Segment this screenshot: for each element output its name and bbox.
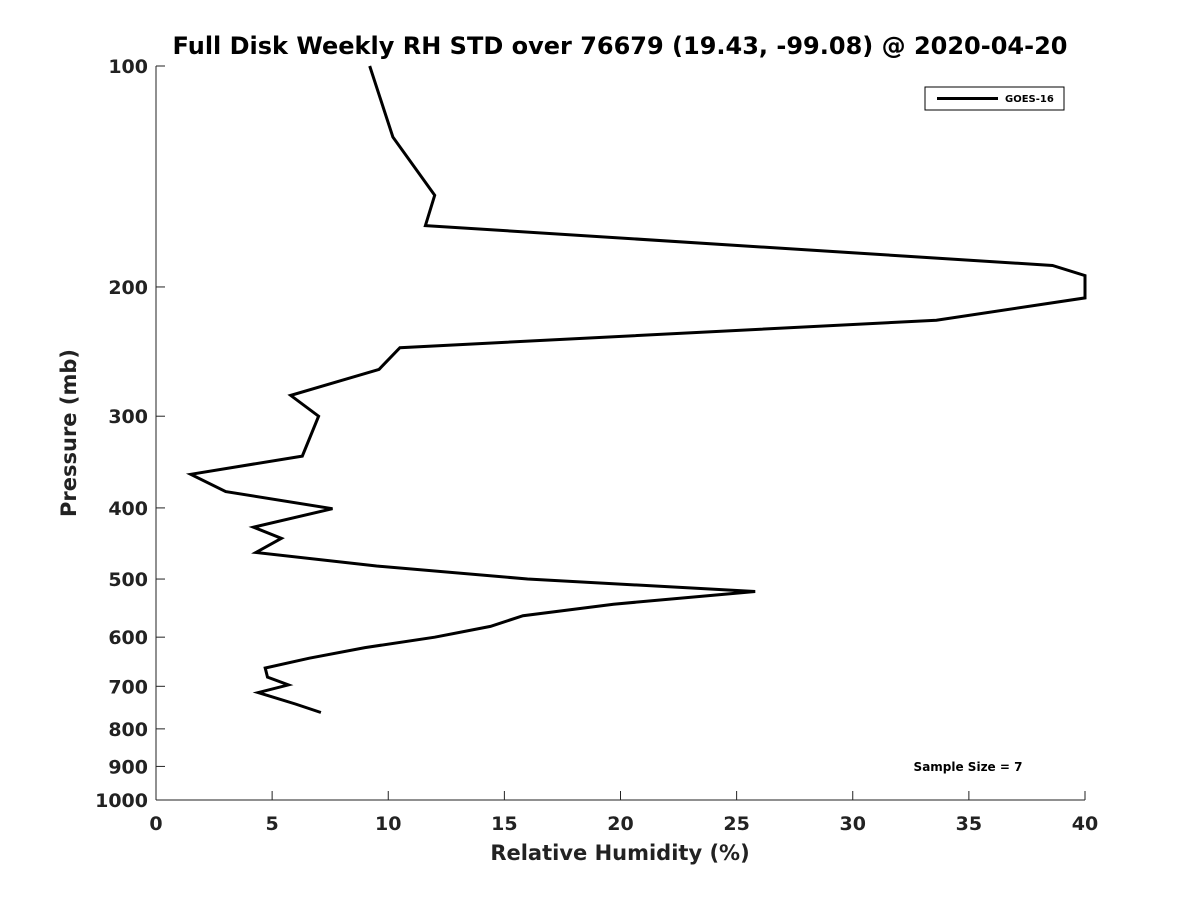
y-tick-label: 100 bbox=[108, 56, 148, 78]
y-axis-ticks: 100 200 300 400 500 600 700 800 900 1000 bbox=[95, 56, 165, 812]
y-tick-label: 700 bbox=[108, 676, 148, 698]
series-line-goes-16 bbox=[185, 65, 1087, 714]
x-tick-label: 30 bbox=[840, 813, 866, 835]
chart-title: Full Disk Weekly RH STD over 76679 (19.4… bbox=[173, 32, 1068, 60]
y-tick-label: 600 bbox=[108, 627, 148, 649]
x-tick-label: 20 bbox=[607, 813, 633, 835]
y-tick-label: 300 bbox=[108, 406, 148, 428]
legend-label-goes-16: GOES-16 bbox=[1005, 94, 1054, 105]
series-group bbox=[185, 65, 1087, 714]
y-tick-label: 900 bbox=[108, 756, 148, 778]
y-tick-label: 200 bbox=[108, 277, 148, 299]
x-tick-label: 15 bbox=[491, 813, 517, 835]
y-tick-label: 400 bbox=[108, 498, 148, 520]
legend: GOES-16 bbox=[924, 86, 1065, 111]
y-tick-label: 1000 bbox=[95, 790, 148, 812]
x-tick-label: 5 bbox=[266, 813, 279, 835]
x-axis-ticks: 0 5 10 15 20 25 30 35 40 bbox=[149, 791, 1098, 835]
sample-size-annotation: Sample Size = 7 bbox=[914, 760, 1023, 774]
x-axis-label: Relative Humidity (%) bbox=[490, 841, 749, 865]
x-tick-label: 35 bbox=[956, 813, 982, 835]
x-tick-label: 25 bbox=[723, 813, 749, 835]
y-tick-label: 800 bbox=[108, 719, 148, 741]
y-axis-label: Pressure (mb) bbox=[57, 349, 81, 517]
x-tick-label: 10 bbox=[375, 813, 401, 835]
x-tick-label: 0 bbox=[149, 813, 162, 835]
x-tick-label: 40 bbox=[1072, 813, 1098, 835]
y-tick-label: 500 bbox=[108, 569, 148, 591]
plot-axes bbox=[155, 66, 1085, 801]
